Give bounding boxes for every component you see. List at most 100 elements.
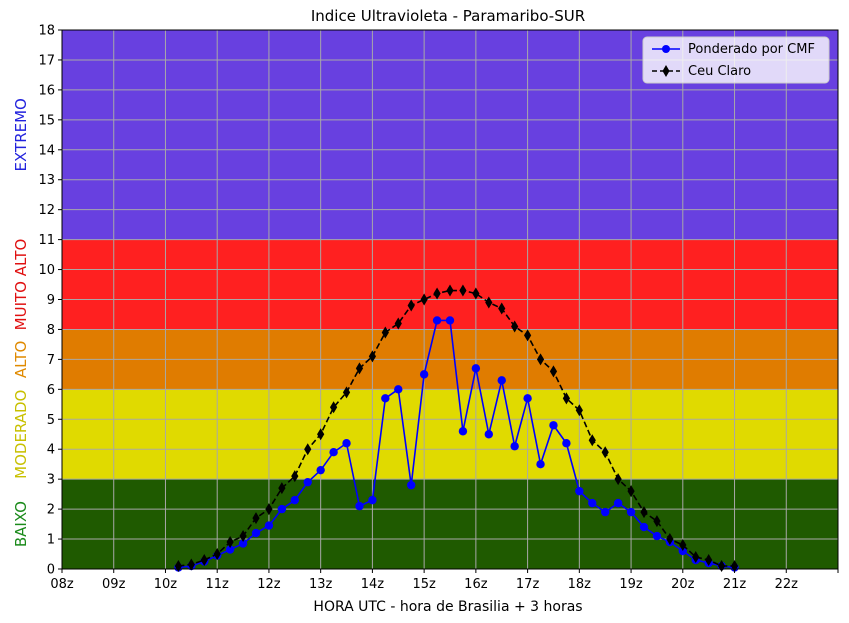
data-point bbox=[562, 439, 571, 448]
legend-label-ponderado: Ponderado por CMF bbox=[688, 42, 815, 57]
y-tick-label: 7 bbox=[47, 353, 55, 368]
data-point bbox=[536, 459, 545, 469]
data-point bbox=[536, 353, 545, 366]
data-point bbox=[562, 392, 570, 405]
x-tick-label: 18z bbox=[568, 577, 592, 592]
data-point bbox=[419, 370, 429, 379]
data-point bbox=[666, 533, 674, 546]
legend: Ponderado por CMF Ceu Claro bbox=[642, 36, 830, 84]
data-point bbox=[316, 465, 325, 475]
x-tick-label: 17z bbox=[516, 577, 540, 592]
band-label-muito-alto: MUITO ALTO bbox=[12, 239, 30, 331]
y-tick-label: 12 bbox=[38, 203, 55, 218]
uv-bands bbox=[62, 30, 838, 569]
legend-box bbox=[642, 36, 830, 84]
data-point bbox=[627, 485, 635, 498]
data-point bbox=[511, 320, 519, 333]
x-tick-label: 21z bbox=[723, 577, 747, 592]
data-point bbox=[394, 385, 403, 394]
y-tick-label: 5 bbox=[47, 413, 55, 428]
x-tick-label: 20z bbox=[671, 577, 695, 592]
data-point bbox=[614, 473, 622, 486]
data-point bbox=[549, 365, 558, 378]
data-point bbox=[523, 394, 532, 403]
data-point bbox=[265, 503, 273, 516]
data-point bbox=[588, 498, 597, 508]
data-point bbox=[381, 394, 390, 403]
data-point bbox=[458, 427, 468, 436]
band-moderado bbox=[62, 389, 838, 480]
y-tick-label: 10 bbox=[38, 263, 55, 278]
band-label-moderado: MODERADO bbox=[12, 390, 30, 479]
data-point bbox=[575, 486, 584, 496]
data-point bbox=[381, 326, 389, 339]
data-point bbox=[355, 501, 364, 511]
x-tick-label: 08z bbox=[50, 577, 74, 592]
legend-cmf-marker bbox=[662, 45, 670, 53]
data-point bbox=[639, 522, 649, 532]
data-point bbox=[471, 364, 481, 373]
data-point bbox=[317, 428, 325, 441]
legend-label-ceu-claro: Ceu Claro bbox=[688, 64, 751, 79]
data-point bbox=[601, 446, 609, 459]
band-baixo bbox=[62, 479, 838, 569]
data-point bbox=[652, 531, 662, 541]
data-point bbox=[679, 539, 687, 552]
band-label-baixo: BAIXO bbox=[12, 501, 30, 547]
data-point bbox=[278, 482, 286, 495]
y-tick-label: 16 bbox=[38, 83, 55, 98]
y-tick-label: 14 bbox=[38, 143, 55, 158]
data-point bbox=[485, 296, 493, 309]
data-point bbox=[640, 506, 648, 519]
data-point bbox=[226, 536, 234, 549]
data-point bbox=[303, 477, 312, 487]
data-point bbox=[524, 329, 532, 342]
data-point bbox=[342, 439, 351, 448]
x-tick-label: 16z bbox=[464, 577, 488, 592]
x-tick-label: 11z bbox=[206, 577, 230, 592]
data-point bbox=[613, 498, 623, 508]
series-line bbox=[178, 289, 735, 567]
data-point bbox=[601, 507, 610, 517]
x-tick-label: 14z bbox=[361, 577, 385, 592]
data-point bbox=[225, 545, 235, 554]
x-axis-label: HORA UTC - hora de Brasilia + 3 horas bbox=[313, 599, 582, 615]
data-point bbox=[626, 507, 636, 517]
data-point bbox=[433, 287, 441, 300]
y-tick-label: 0 bbox=[47, 563, 55, 578]
y-tick-label: 1 bbox=[47, 533, 55, 548]
data-point bbox=[239, 530, 247, 543]
data-point bbox=[705, 554, 713, 567]
data-point bbox=[575, 404, 583, 417]
data-point bbox=[238, 539, 248, 548]
y-tick-label: 11 bbox=[38, 233, 55, 248]
series-layer bbox=[174, 284, 739, 573]
data-point bbox=[187, 558, 195, 571]
data-point bbox=[407, 480, 416, 490]
data-point bbox=[252, 512, 260, 525]
x-tick-label: 15z bbox=[412, 577, 436, 592]
x-tick-label: 09z bbox=[102, 577, 126, 592]
series-ceu-claro bbox=[174, 284, 739, 573]
data-point bbox=[330, 401, 338, 414]
data-point bbox=[304, 443, 312, 456]
band-label-extremo: EXTREMO bbox=[12, 98, 30, 171]
data-point bbox=[498, 302, 506, 315]
data-point bbox=[291, 470, 299, 483]
data-point bbox=[251, 528, 261, 538]
y-tick-label: 17 bbox=[38, 53, 55, 68]
data-point bbox=[692, 551, 700, 564]
data-point bbox=[420, 293, 428, 306]
x-tick-label: 13z bbox=[309, 577, 333, 592]
data-point bbox=[394, 317, 402, 330]
y-tick-label: 18 bbox=[38, 24, 55, 39]
data-point bbox=[484, 430, 493, 439]
y-tick-label: 8 bbox=[47, 323, 55, 338]
y-tick-label: 2 bbox=[47, 503, 55, 518]
band-label-alto: ALTO bbox=[12, 341, 30, 379]
x-tick-label: 10z bbox=[154, 577, 178, 592]
data-point bbox=[329, 448, 338, 457]
data-point bbox=[653, 515, 661, 528]
